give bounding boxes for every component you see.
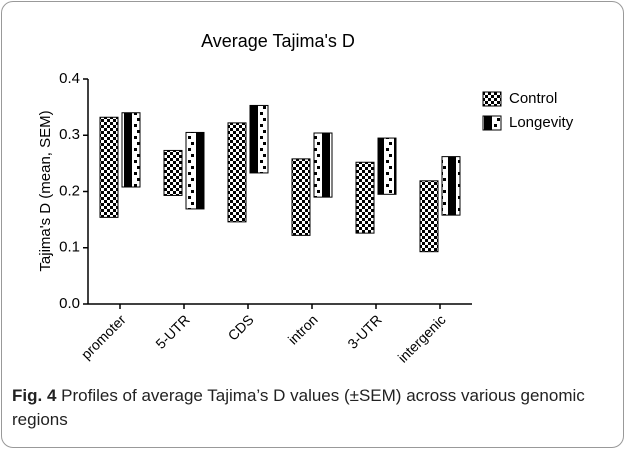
legend-label: Control — [509, 90, 557, 107]
chart: Average Tajima's D Tajima's D (mean, SEM… — [37, 31, 574, 366]
bar — [163, 149, 183, 196]
y-tick-label: 0.1 — [59, 239, 80, 256]
bar — [249, 104, 269, 174]
x-tick-label: 3-UTR — [344, 311, 384, 351]
x-tick-label: CDS — [225, 311, 257, 343]
y-tick-label: 0.4 — [59, 70, 80, 87]
bar — [121, 112, 141, 188]
legend-swatch — [482, 91, 502, 107]
bar — [291, 158, 311, 236]
y-tick-label: 0.2 — [59, 182, 80, 199]
bar — [99, 116, 119, 218]
caption-text: Profiles of average Tajima’s D values (±… — [12, 386, 585, 429]
x-tick-label: intron — [285, 311, 321, 347]
x-tick-label: promoter — [78, 311, 129, 362]
x-tick-label: intergenic — [395, 311, 449, 365]
caption: Fig. 4 Profiles of average Tajima’s D va… — [12, 384, 612, 432]
legend-label: Longevity — [509, 114, 574, 131]
bar — [227, 122, 247, 223]
bar — [419, 180, 439, 253]
y-tick-label: 0.0 — [59, 295, 80, 312]
bar — [441, 156, 461, 216]
bar — [185, 131, 205, 210]
bar — [355, 161, 375, 234]
x-tick-label: 5-UTR — [152, 311, 192, 351]
chart-title: Average Tajima's D — [201, 31, 355, 51]
bar — [313, 132, 333, 198]
y-tick-label: 0.3 — [59, 126, 80, 143]
caption-label: Fig. 4 — [12, 386, 57, 405]
bar — [377, 137, 397, 195]
legend-swatch — [482, 115, 502, 131]
y-axis-label: Tajima's D (mean, SEM) — [37, 110, 54, 271]
